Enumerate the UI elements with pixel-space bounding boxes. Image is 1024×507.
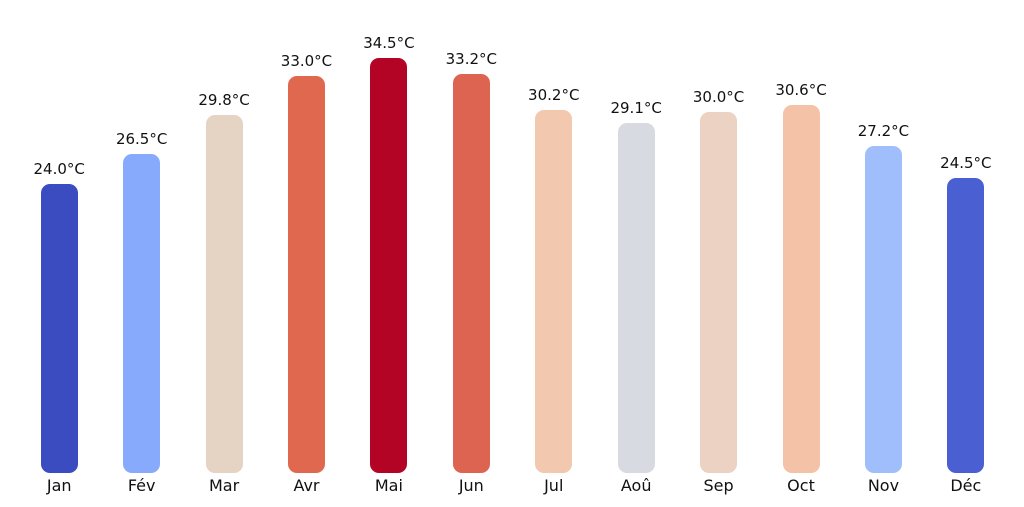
x-tick-label: Jul: [544, 476, 564, 495]
x-tick-label: Jun: [458, 476, 484, 495]
bar-avr: [287, 76, 325, 473]
x-tick-label: Mai: [374, 476, 403, 495]
x-tick-jan: Jan: [47, 473, 72, 507]
plot-area: 24.0°C Jan 26.5°C Fév 29.8°C Mar 33.0°C: [18, 0, 1007, 507]
x-tick-label: Fév: [127, 476, 156, 495]
bar-nov: [864, 145, 902, 473]
x-tick-label: Jan: [46, 476, 72, 495]
bar-group-nov: 27.2°C Nov: [842, 0, 924, 507]
bar-group-avr: 33.0°C Avr: [265, 0, 347, 507]
bar-value-label: 30.0°C: [692, 88, 745, 107]
bar-value-label: 26.5°C: [115, 130, 168, 149]
bar-value-label: 30.2°C: [528, 85, 580, 104]
x-tick-label: Déc: [950, 476, 982, 495]
bar-value-label: 27.2°C: [857, 121, 910, 140]
bar-group-aou: 29.1°C Aoû: [595, 0, 677, 507]
bar-mai: [370, 58, 408, 473]
bar-jun: [452, 73, 490, 473]
bar-sep: [700, 112, 738, 473]
bar-value-label: 33.2°C: [445, 49, 497, 68]
x-tick-mar: Mar: [209, 473, 239, 507]
bar-group-jul: 30.2°C Jul: [513, 0, 595, 507]
bar-value-label: 29.1°C: [610, 98, 662, 117]
x-tick-label: Mar: [208, 476, 240, 495]
x-tick-aou: Aoû: [621, 473, 652, 507]
bar-dec: [947, 178, 985, 473]
x-tick-mai: Mai: [375, 473, 403, 507]
x-tick-fev: Fév: [128, 473, 156, 507]
x-tick-avr: Avr: [293, 473, 319, 507]
bar-value-label: 24.0°C: [33, 160, 85, 179]
x-tick-label: Sep: [703, 476, 734, 495]
bar-group-jun: 33.2°C Jun: [430, 0, 512, 507]
bar-fev: [123, 154, 161, 473]
x-tick-label: Nov: [867, 476, 900, 495]
x-tick-dec: Déc: [950, 473, 981, 507]
bar-group-mar: 29.8°C Mar: [183, 0, 265, 507]
x-tick-jun: Jun: [459, 473, 484, 507]
bar-jul: [535, 109, 573, 473]
bar-group-oct: 30.6°C Oct: [760, 0, 842, 507]
bar-group-dec: 24.5°C Déc: [925, 0, 1007, 507]
bar-group-fev: 26.5°C Fév: [100, 0, 182, 507]
x-tick-nov: Nov: [868, 473, 899, 507]
bar-group-sep: 30.0°C Sep: [677, 0, 759, 507]
bar-value-label: 30.6°C: [775, 80, 827, 99]
bar-value-label: 34.5°C: [363, 34, 415, 52]
bar-oct: [782, 104, 820, 473]
x-tick-jul: Jul: [544, 473, 563, 507]
bar-jan: [40, 184, 78, 473]
x-tick-sep: Sep: [704, 473, 734, 507]
bar-value-label: 29.8°C: [198, 90, 250, 109]
bar-group-mai: 34.5°C Mai: [348, 0, 430, 507]
bar-value-label: 33.0°C: [280, 52, 333, 70]
bar-group-jan: 24.0°C Jan: [18, 0, 100, 507]
x-tick-label: Oct: [787, 476, 815, 495]
bar-value-label: 24.5°C: [940, 154, 992, 173]
x-tick-label: Avr: [293, 476, 320, 495]
x-tick-oct: Oct: [787, 473, 815, 507]
bar-mar: [205, 114, 243, 473]
x-tick-label: Aoû: [620, 476, 652, 495]
bar-aou: [617, 122, 655, 473]
